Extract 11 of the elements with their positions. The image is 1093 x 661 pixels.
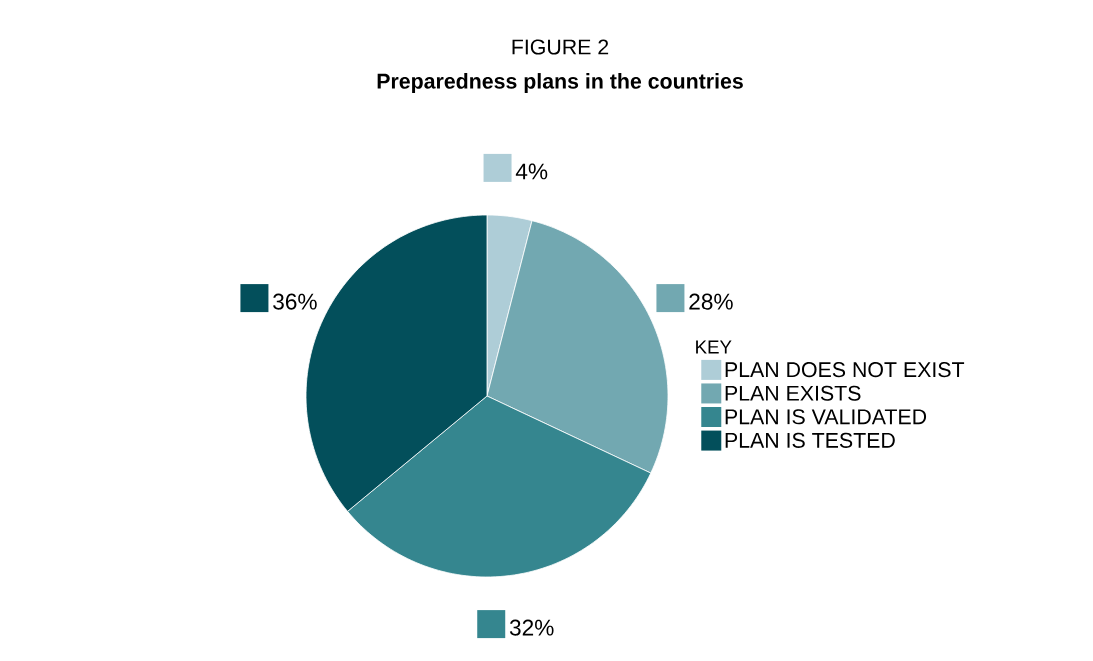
chart-title: Preparedness plans in the countries [377, 73, 743, 93]
legend-label: PLAN DOES NOT EXIST [725, 362, 965, 378]
data-label: 4% [515, 163, 548, 180]
caption: FIGURE 2 [512, 39, 609, 55]
legend-label: PLAN IS VALIDATED [725, 409, 927, 425]
legend-label: PLAN IS TESTED [725, 432, 895, 448]
legend-label: PLAN EXISTS [725, 385, 861, 401]
legend-title: KEY [696, 340, 732, 354]
data-label: 32% [509, 619, 554, 636]
data-label: 28% [689, 293, 733, 310]
data-label: 36% [273, 293, 317, 310]
